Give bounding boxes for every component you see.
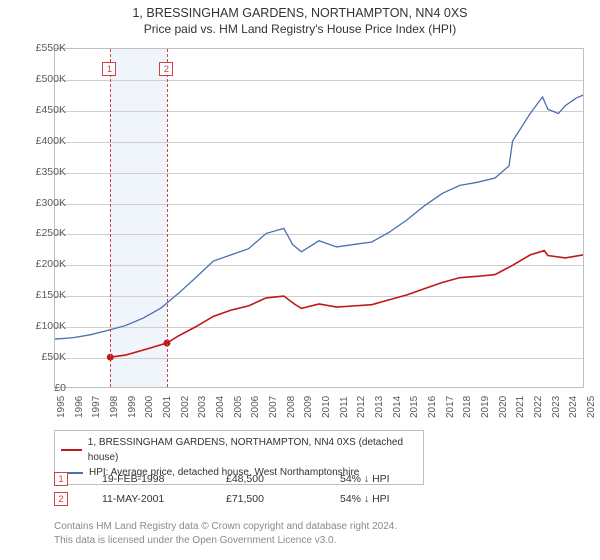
x-tick-label: 2011 [340,396,350,418]
x-tick-label: 2024 [569,396,579,418]
y-tick-label: £50K [41,352,66,363]
y-tick-label: £0 [54,383,66,394]
x-tick-label: 2013 [375,396,385,418]
x-tick-label: 2012 [357,396,367,418]
transaction-row: 1 19-FEB-1998 £48,500 54% ↓ HPI [54,472,584,486]
y-tick-label: £250K [36,228,66,239]
title-line1: 1, BRESSINGHAM GARDENS, NORTHAMPTON, NN4… [0,6,600,20]
title-line2: Price paid vs. HM Land Registry's House … [0,22,600,36]
x-tick-label: 1995 [57,396,67,418]
transaction-date: 11-MAY-2001 [102,493,192,505]
x-tick-label: 2001 [163,396,173,418]
y-tick-label: £500K [36,74,66,85]
x-tick-label: 2016 [428,396,438,418]
chart-container: 1, BRESSINGHAM GARDENS, NORTHAMPTON, NN4… [0,0,600,560]
footer-line2: This data is licensed under the Open Gov… [54,534,397,548]
transaction-pct: 54% ↓ HPI [340,473,430,485]
footer-line1: Contains HM Land Registry data © Crown c… [54,520,397,534]
x-tick-label: 2008 [287,396,297,418]
x-tick-label: 2009 [304,396,314,418]
chart-plot-area [54,48,584,388]
transaction-price: £71,500 [226,493,306,505]
event-marker-badge: 2 [159,62,173,76]
transactions-table: 1 19-FEB-1998 £48,500 54% ↓ HPI 2 11-MAY… [54,472,584,512]
y-tick-label: £350K [36,166,66,177]
x-tick-label: 2014 [393,396,403,418]
y-tick-label: £300K [36,197,66,208]
x-tick-label: 2010 [322,396,332,418]
y-tick-label: £100K [36,321,66,332]
transaction-row: 2 11-MAY-2001 £71,500 54% ↓ HPI [54,492,584,506]
x-tick-label: 2002 [181,396,191,418]
series-line-property [110,251,583,358]
legend-swatch [61,449,82,451]
x-tick-label: 2022 [534,396,544,418]
footer-note: Contains HM Land Registry data © Crown c… [54,520,397,547]
x-tick-label: 1999 [128,396,138,418]
marker-badge: 1 [54,472,68,486]
y-tick-label: £450K [36,105,66,116]
x-tick-label: 2021 [516,396,526,418]
x-tick-label: 2020 [499,396,509,418]
y-tick-label: £550K [36,43,66,54]
legend-label: 1, BRESSINGHAM GARDENS, NORTHAMPTON, NN4… [88,435,417,465]
marker-badge: 2 [54,492,68,506]
event-dashline [167,49,168,387]
x-tick-label: 2003 [198,396,208,418]
x-tick-label: 2018 [463,396,473,418]
chart-svg [55,49,583,387]
event-dashline [110,49,111,387]
x-tick-label: 1998 [110,396,120,418]
x-tick-label: 2017 [446,396,456,418]
x-tick-label: 2023 [552,396,562,418]
x-tick-label: 2019 [481,396,491,418]
x-tick-label: 1997 [92,396,102,418]
x-tick-label: 2005 [234,396,244,418]
x-tick-label: 2006 [251,396,261,418]
transaction-price: £48,500 [226,473,306,485]
event-marker-badge: 1 [102,62,116,76]
y-tick-label: £150K [36,290,66,301]
x-tick-label: 2015 [410,396,420,418]
x-tick-label: 1996 [75,396,85,418]
x-tick-label: 2000 [145,396,155,418]
y-tick-label: £400K [36,135,66,146]
y-tick-label: £200K [36,259,66,270]
series-line-hpi [55,95,583,339]
transaction-pct: 54% ↓ HPI [340,493,430,505]
x-tick-label: 2025 [587,396,597,418]
transaction-date: 19-FEB-1998 [102,473,192,485]
legend-item: 1, BRESSINGHAM GARDENS, NORTHAMPTON, NN4… [61,435,417,465]
x-tick-label: 2004 [216,396,226,418]
title-block: 1, BRESSINGHAM GARDENS, NORTHAMPTON, NN4… [0,0,600,36]
x-tick-label: 2007 [269,396,279,418]
